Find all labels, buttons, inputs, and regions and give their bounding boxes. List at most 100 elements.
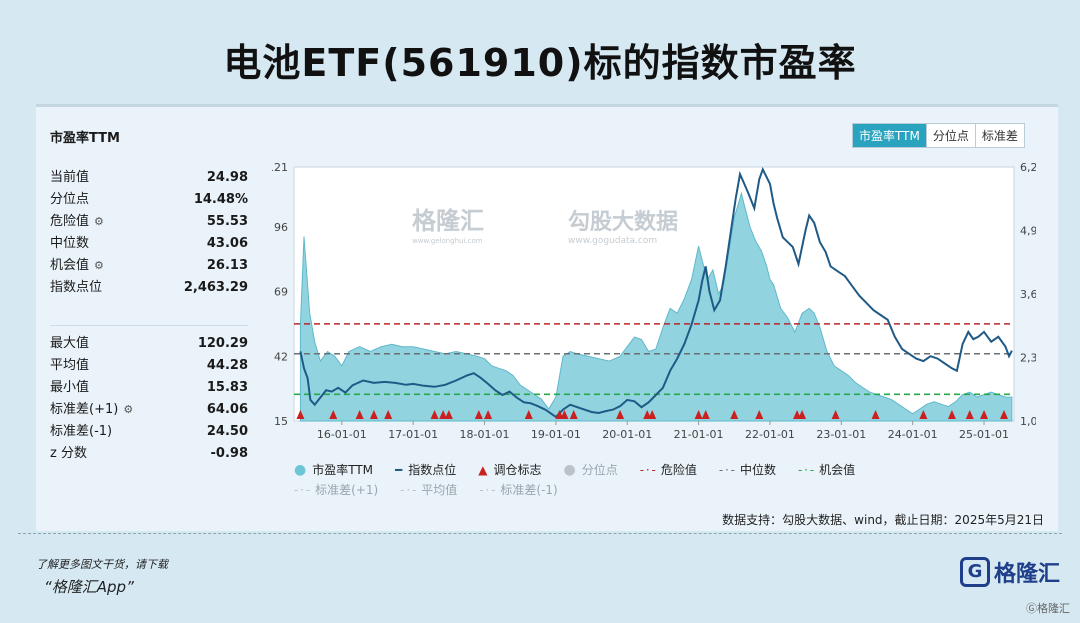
left-axis-tick: 69 bbox=[274, 286, 288, 299]
left-axis-tick: 96 bbox=[274, 221, 288, 234]
corner-watermark: Ⓖ格隆汇 bbox=[1026, 602, 1070, 615]
pe-chart: 格隆汇 www.gelonghui.com 勾股大数据www.gogudata.co… bbox=[272, 161, 1036, 441]
stat-row: 平均值 44.28 bbox=[50, 355, 248, 377]
rebalance-marker-icon bbox=[701, 410, 710, 419]
legend-label: 指数点位 bbox=[408, 463, 457, 477]
legend-item[interactable]: ● 市盈率TTM bbox=[294, 461, 373, 478]
data-source: 数据支持：勾股大数据、wind，截止日期：2025年5月21日 bbox=[722, 513, 1044, 527]
stat-value: 2,463.29 bbox=[183, 280, 248, 295]
stat-label: 最小值 bbox=[50, 377, 89, 399]
legend-label: 市盈率TTM bbox=[312, 463, 374, 477]
legend-label: 机会值 bbox=[819, 463, 856, 477]
stat-row: 最大值 120.29 bbox=[50, 333, 248, 355]
rebalance-marker-icon bbox=[355, 410, 364, 419]
stat-label: z 分数 bbox=[50, 443, 87, 465]
dash-legend-icon: - · - bbox=[718, 462, 735, 477]
left-axis-tick: 15 bbox=[274, 415, 288, 428]
rebalance-marker-icon bbox=[296, 410, 305, 419]
stat-label-text: 当前值 bbox=[50, 170, 90, 185]
legend-item[interactable]: ━ 指数点位 bbox=[395, 461, 456, 478]
x-axis-tick: 20-01-01 bbox=[602, 428, 652, 441]
rebalance-marker-icon bbox=[694, 410, 703, 419]
legend-item[interactable]: - · - 机会值 bbox=[798, 461, 855, 478]
rebalance-marker-icon bbox=[384, 410, 393, 419]
legend-item[interactable]: - · - 标准差(+1) bbox=[294, 481, 378, 498]
rebalance-marker-icon bbox=[798, 410, 807, 419]
legend-item[interactable]: - · - 中位数 bbox=[719, 461, 776, 478]
footer-prompt: 了解更多图文干货，请下载 bbox=[36, 558, 168, 571]
gear-icon[interactable]: ⚙ bbox=[94, 259, 104, 272]
stat-row: 机会值 ⚙ 26.13 bbox=[50, 255, 248, 277]
legend-label: 平均值 bbox=[421, 483, 458, 497]
stat-label-text: 危险值 bbox=[50, 214, 90, 229]
dash-legend-icon: - · - bbox=[639, 462, 656, 477]
chart-card: 市盈率TTM 市盈率TTM 分位点 标准差 当前值 24.98 分位点 14.48% 危… bbox=[36, 104, 1058, 531]
tab-pe-ttm[interactable]: 市盈率TTM bbox=[853, 124, 926, 147]
gear-icon[interactable]: ⚙ bbox=[94, 215, 104, 228]
stat-label-text: 标准差(+1) bbox=[50, 402, 119, 417]
stat-value: 15.83 bbox=[206, 380, 248, 395]
footer-divider bbox=[18, 533, 1062, 534]
tab-std-dev[interactable]: 标准差 bbox=[974, 124, 1024, 147]
stat-label-text: 分位点 bbox=[50, 192, 90, 207]
stat-value: 24.98 bbox=[206, 170, 248, 185]
x-axis-tick: 17-01-01 bbox=[388, 428, 438, 441]
stat-label-text: z 分数 bbox=[50, 446, 87, 461]
legend-item[interactable]: - · - 平均值 bbox=[400, 481, 457, 498]
dot-legend-icon: ● bbox=[563, 461, 576, 478]
x-axis-tick: 21-01-01 bbox=[674, 428, 724, 441]
stat-label-text: 最大值 bbox=[50, 336, 90, 351]
dash-legend-icon: - · - bbox=[798, 462, 814, 477]
stat-label: 分位点 bbox=[50, 189, 89, 211]
stat-value: 120.29 bbox=[197, 336, 248, 351]
stat-label: 机会值 ⚙ bbox=[50, 255, 104, 277]
stat-row: 分位点 14.48% bbox=[50, 189, 248, 211]
legend-item[interactable]: - · - 危险值 bbox=[640, 461, 697, 478]
tab-percentile[interactable]: 分位点 bbox=[925, 124, 975, 147]
legend-row-2: - · - 标准差(+1) - · - 平均值 - · - 标准差(-1) bbox=[294, 481, 580, 498]
stat-row: 指数点位 2,463.29 bbox=[50, 277, 248, 299]
right-axis-tick: 2,324 bbox=[1020, 352, 1036, 365]
stat-label: 标准差(+1) ⚙ bbox=[50, 399, 133, 421]
footer-app-name: “格隆汇App” bbox=[44, 578, 134, 596]
dot-legend-icon: ● bbox=[294, 461, 307, 478]
panel-title: 市盈率TTM bbox=[50, 131, 120, 146]
stat-value: 24.50 bbox=[206, 424, 248, 439]
stat-value: 44.28 bbox=[206, 358, 248, 373]
stat-value: 26.13 bbox=[206, 258, 248, 273]
stat-label: 指数点位 bbox=[50, 277, 102, 299]
stat-value: 64.06 bbox=[206, 402, 248, 417]
triangle-legend-icon: ▲ bbox=[478, 462, 488, 477]
stat-row: 标准差(-1) 24.50 bbox=[50, 421, 248, 443]
rebalance-marker-icon bbox=[439, 410, 448, 419]
stat-label-text: 最小值 bbox=[50, 380, 90, 395]
page-title: 电池ETF(561910)标的指数市盈率 bbox=[223, 41, 857, 85]
stat-label-text: 标准差(-1) bbox=[50, 424, 113, 439]
index-level-line bbox=[299, 166, 1013, 419]
legend-item[interactable]: ▲ 调仓标志 bbox=[478, 461, 541, 478]
chart-watermark-text: www.gogudata.com bbox=[568, 236, 657, 246]
logo-text: 格隆汇 bbox=[994, 562, 1061, 587]
legend-item[interactable]: ● 分位点 bbox=[564, 461, 618, 478]
chart-watermark-text: 勾股大数据 bbox=[568, 209, 678, 235]
rebalance-marker-icon bbox=[871, 410, 880, 419]
stats-top: 当前值 24.98 分位点 14.48% 危险值 ⚙ 55.53 中位数 43.06 机会值 ⚙ 26… bbox=[50, 167, 248, 299]
legend-label: 危险值 bbox=[660, 463, 697, 477]
rebalance-marker-icon bbox=[980, 410, 989, 419]
rebalance-marker-icon bbox=[947, 410, 956, 419]
rebalance-marker-icon bbox=[474, 410, 483, 419]
legend-item[interactable]: - · - 标准差(-1) bbox=[479, 481, 557, 498]
left-axis-tick: 42 bbox=[274, 350, 288, 363]
gear-icon[interactable]: ⚙ bbox=[123, 403, 134, 416]
stat-row: 中位数 43.06 bbox=[50, 233, 248, 255]
x-axis-tick: 19-01-01 bbox=[531, 428, 581, 441]
stat-row: z 分数 -0.98 bbox=[50, 443, 248, 465]
stat-label-text: 中位数 bbox=[50, 236, 90, 251]
right-axis-tick: 3,633 bbox=[1020, 288, 1036, 301]
pe-ttm-area bbox=[299, 191, 1013, 422]
stat-label-text: 平均值 bbox=[50, 358, 90, 373]
x-axis-tick: 23-01-01 bbox=[816, 428, 866, 441]
legend-label: 分位点 bbox=[581, 463, 618, 477]
logo-icon: G bbox=[960, 557, 990, 587]
legend-label: 标准差(+1) bbox=[315, 483, 379, 497]
